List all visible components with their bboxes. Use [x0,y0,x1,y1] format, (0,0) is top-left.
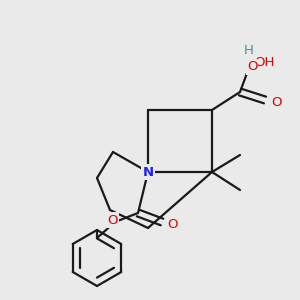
Text: O: O [271,95,281,109]
Text: O: O [247,61,257,74]
Text: OH: OH [254,56,274,68]
Text: H: H [244,44,254,58]
Text: N: N [142,166,154,178]
Text: O: O [108,214,118,226]
Text: O: O [167,218,177,230]
